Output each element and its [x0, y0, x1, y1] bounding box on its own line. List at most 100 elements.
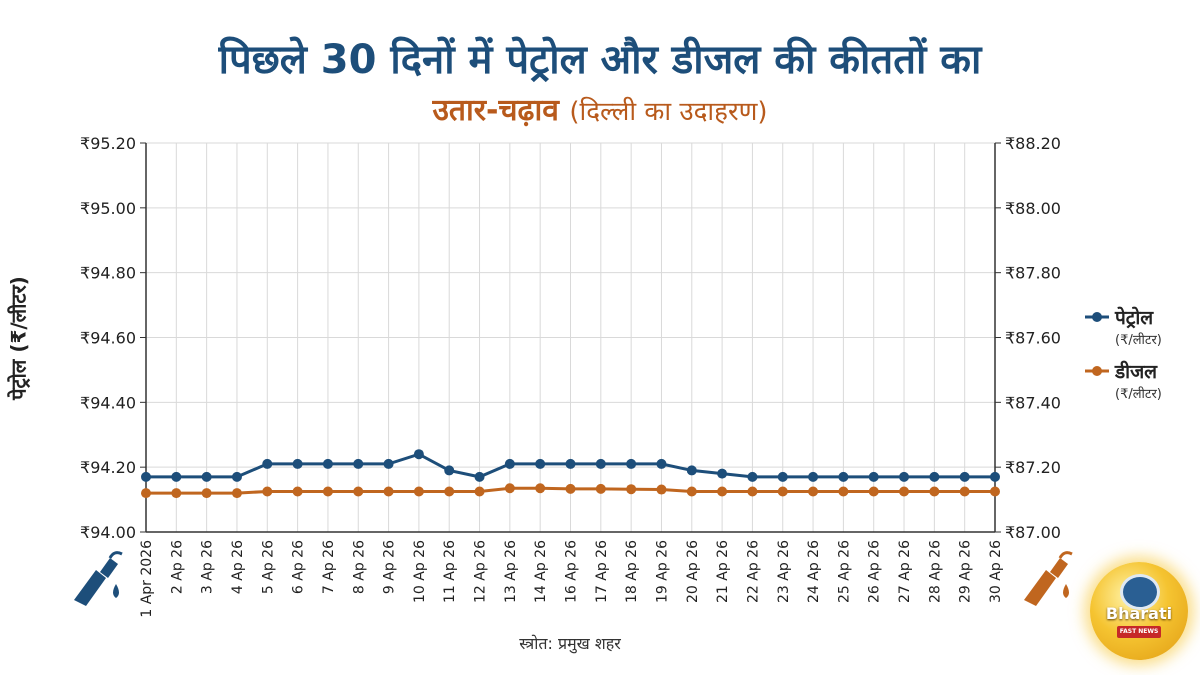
data-point-petrol [777, 471, 788, 482]
x-tick-label: 7 Ap 26 [321, 540, 337, 594]
data-point-petrol [504, 458, 515, 469]
y-tick-label-right: ₹87.40 [1005, 393, 1061, 412]
x-tick-label: 8 Ap 26 [351, 540, 367, 594]
data-point-diesel [777, 486, 788, 497]
data-point-diesel [474, 486, 485, 497]
data-point-diesel [262, 486, 273, 497]
x-tick-label: 12 Ap 26 [473, 540, 489, 603]
x-tick-label: 9 Ap 26 [382, 540, 398, 594]
x-tick-label: 4 Ap 26 [230, 540, 246, 594]
data-point-petrol [868, 471, 879, 482]
y-tick-label-right: ₹88.20 [1005, 134, 1061, 153]
data-point-petrol [686, 465, 697, 476]
y-tick-label-left: ₹94.20 [80, 458, 136, 477]
data-point-petrol [990, 471, 1000, 482]
data-point-diesel [413, 486, 424, 497]
data-point-petrol [413, 449, 424, 460]
data-point-petrol [535, 458, 546, 469]
data-point-diesel [808, 486, 819, 497]
data-point-petrol [201, 471, 212, 482]
x-tick-label: 24 Ap 26 [806, 540, 822, 603]
data-point-petrol [383, 458, 394, 469]
fuel-pump-icon [74, 551, 123, 606]
data-point-diesel [686, 486, 697, 497]
legend-marker-diesel [1085, 366, 1109, 376]
x-tick-label: 22 Ap 26 [745, 540, 761, 603]
logo-word: Bharati [1105, 604, 1173, 623]
data-point-petrol [292, 458, 303, 469]
legend-marker-petrol [1085, 312, 1109, 322]
x-tick-label: 26 Ap 26 [867, 540, 883, 603]
data-point-diesel [231, 488, 242, 499]
y-tick-label-right: ₹87.80 [1005, 264, 1061, 283]
data-point-petrol [929, 471, 940, 482]
data-point-petrol [262, 458, 273, 469]
legend-item-petrol: पेट्रोल (₹/लीटर) [1085, 304, 1195, 348]
y-tick-label-right: ₹88.00 [1005, 199, 1061, 218]
data-point-petrol [595, 458, 606, 469]
data-point-diesel [626, 484, 637, 495]
y-tick-label-left: ₹95.00 [80, 199, 136, 218]
x-tick-label: 1 Apr 2026 [139, 540, 155, 618]
data-point-petrol [747, 471, 758, 482]
data-point-diesel [201, 488, 212, 499]
x-tick-label: 30 Ap 26 [988, 540, 1004, 603]
x-tick-label: 17 Ap 26 [594, 540, 610, 603]
x-tick-label: 16 Ap 26 [564, 540, 580, 603]
data-point-petrol [808, 471, 819, 482]
data-point-diesel [141, 488, 151, 499]
x-tick-label: 10 Ap 26 [412, 540, 428, 603]
x-tick-label: 29 Ap 26 [958, 540, 974, 603]
x-tick-label: 11 Ap 26 [442, 540, 458, 603]
x-tick-label: 14 Ap 26 [533, 540, 549, 603]
x-tick-label: 6 Ap 26 [291, 540, 307, 594]
x-tick-label: 25 Ap 26 [836, 540, 852, 603]
data-point-diesel [444, 486, 455, 497]
data-point-diesel [383, 486, 394, 497]
data-point-petrol [231, 471, 242, 482]
data-point-petrol [171, 471, 182, 482]
data-point-petrol [626, 458, 637, 469]
legend-unit-diesel: (₹/लीटर) [1115, 387, 1162, 402]
y-tick-label-left: ₹94.80 [80, 264, 136, 283]
subtitle-main: उतार-चढ़ाव [432, 93, 559, 128]
data-point-petrol [838, 471, 849, 482]
legend-label-petrol: पेट्रोल [1115, 307, 1154, 329]
y-tick-label-right: ₹87.00 [1005, 523, 1061, 542]
data-point-diesel [899, 486, 910, 497]
legend-label-diesel: डीजल [1115, 361, 1158, 383]
data-point-diesel [171, 488, 182, 499]
x-tick-label: 21 Ap 26 [715, 540, 731, 603]
logo-tag: FAST NEWS [1117, 626, 1161, 638]
x-tick-label: 5 Ap 26 [260, 540, 276, 594]
data-point-diesel [838, 486, 849, 497]
data-point-petrol [141, 471, 151, 482]
data-point-petrol [322, 458, 333, 469]
data-point-petrol [959, 471, 970, 482]
data-point-diesel [990, 486, 1000, 497]
x-tick-label: 27 Ap 26 [897, 540, 913, 603]
chart-subtitle: उतार-चढ़ाव (दिल्ली का उदाहरण) [0, 88, 1200, 129]
y-tick-label-right: ₹87.60 [1005, 329, 1061, 348]
x-tick-label: 3 Ap 26 [200, 540, 216, 594]
x-tick-label: 23 Ap 26 [776, 540, 792, 603]
x-tick-label: 2 Ap 26 [169, 540, 185, 594]
data-point-petrol [717, 468, 728, 479]
legend-item-diesel: डीजल (₹/लीटर) [1085, 358, 1195, 402]
source-note: स्त्रोत: प्रमुख शहर [519, 634, 621, 653]
data-point-diesel [535, 483, 546, 494]
data-point-diesel [656, 484, 667, 495]
x-tick-label: 20 Ap 26 [685, 540, 701, 603]
legend-unit-petrol: (₹/लीटर) [1115, 333, 1162, 348]
data-point-petrol [899, 471, 910, 482]
data-point-diesel [868, 486, 879, 497]
data-point-diesel [353, 486, 364, 497]
data-point-diesel [565, 483, 576, 494]
subtitle-paren: (दिल्ली का उदाहरण) [569, 97, 768, 127]
y-tick-label-left: ₹95.20 [80, 134, 136, 153]
brand-logo: Bharati FAST NEWS [1090, 562, 1188, 660]
data-point-diesel [929, 486, 940, 497]
data-point-petrol [565, 458, 576, 469]
fuel-pump-icon [1024, 551, 1073, 606]
